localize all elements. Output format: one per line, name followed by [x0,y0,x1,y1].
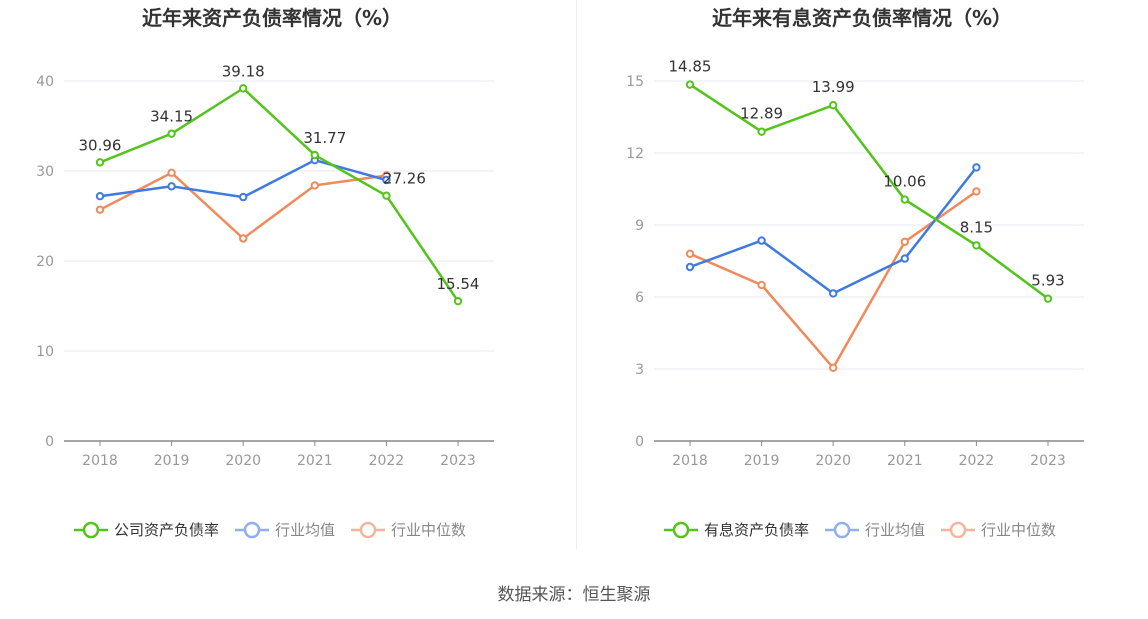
chart2-x-tick-label: 2020 [815,453,851,469]
chart1-legend-marker-company [82,521,100,539]
chart1-company-point [239,84,248,93]
chart2-y-tick-label: 6 [635,290,644,306]
chart2-median-point [757,280,766,290]
chart2-avg-point [757,236,766,245]
chart2-legend-label-median: 行业中位数 [981,521,1056,539]
chart1-avg-point [95,192,105,201]
chart2-y-tick-label: 9 [635,218,644,234]
chart2-data-label: 10.06 [883,173,926,191]
chart1-company-point [167,129,176,138]
chart1-y-tick-label: 30 [36,164,54,180]
chart1-company-point [382,191,391,200]
chart1-y-tick-label: 20 [36,254,54,270]
chart2-avg-point [900,254,909,263]
chart1-legend-label-avg: 行业均值 [275,521,335,539]
chart1-median-line [99,171,387,240]
chart1-x-tick-label: 2019 [154,453,190,469]
chart2-legend-label-company: 有息资产负债率 [704,521,809,539]
chart2-company-point [972,241,981,250]
chart2-legend-marker-company [672,521,690,539]
chart2-median-point [685,249,695,259]
chart1-data-label: 15.54 [437,275,480,293]
chart2-company-point [685,80,695,89]
chart1-median-point [310,181,319,190]
chart2-legend-label-avg: 行业均值 [865,521,925,539]
chart2-data-label: 12.89 [740,105,783,123]
chart2-median-point [972,187,981,196]
chart2-x-tick-label: 2018 [672,453,708,469]
chart2-median-point [829,363,838,372]
panel-divider [576,0,577,550]
chart1-data-label: 39.18 [222,62,265,80]
chart1-avg-line [99,158,387,199]
chart1-data-label: 27.26 [383,170,426,188]
chart2-y-tick-label: 0 [635,434,644,450]
chart2-data-label: 13.99 [812,78,855,96]
chart2-y-tick-label: 3 [635,362,644,378]
chart1-median-point [239,234,248,243]
chart1-legend-label-median: 行业中位数 [391,521,466,539]
chart2-legend-marker-median [949,521,967,539]
chart1-median-point [95,205,105,214]
chart1-legend-marker-median [359,521,377,539]
chart1-x-tick-label: 2023 [440,453,476,469]
chart2-data-label: 5.93 [1031,272,1064,290]
chart2-x-tick-label: 2019 [744,453,780,469]
chart1-x-tick-label: 2022 [369,453,405,469]
chart1-legend-marker-avg [243,521,261,539]
data-source-note: 数据来源：恒生聚源 [497,585,651,605]
chart1-company-line [99,87,460,302]
chart2-data-label: 14.85 [669,58,712,76]
chart1-data-label: 31.77 [303,129,346,147]
chart2-avg-point [972,163,981,172]
chart1-data-label: 30.96 [79,136,122,154]
chart2-x-tick-label: 2022 [959,453,995,469]
chart2-company-point [1043,294,1053,303]
chart1-y-tick-label: 0 [45,434,54,450]
chart2-data-label: 8.15 [960,218,993,236]
chart1-median-point [167,168,176,178]
chart2-avg-point [685,262,695,272]
chart2-median-point [900,237,909,247]
chart1-y-tick-label: 10 [36,344,54,360]
chart2-x-tick-label: 2021 [887,453,923,469]
chart1-y-tick-label: 40 [36,74,54,90]
chart1-title: 近年来资产负债率情况（%） [142,6,402,30]
chart1-x-tick-label: 2021 [297,453,333,469]
chart2-company-point [900,195,909,204]
chart1-x-tick-label: 2018 [82,453,118,469]
chart2-y-tick-label: 12 [626,146,644,162]
chart2-title: 近年来有息资产负债率情况（%） [712,6,1012,30]
chart2-avg-point [829,289,838,298]
chart1-x-tick-label: 2020 [225,453,261,469]
chart2-avg-line [689,166,978,295]
chart2-company-line [689,83,1049,300]
chart1-legend-label-company: 公司资产负债率 [114,521,219,539]
chart1-avg-point [167,182,176,191]
chart2-x-tick-label: 2023 [1030,453,1066,469]
chart1-avg-point [239,192,248,202]
chart1-avg-point [382,175,391,185]
chart2-legend-marker-avg [833,521,851,539]
chart1-company-point [453,296,463,306]
chart2-company-point [829,101,838,110]
chart1-data-label: 34.15 [150,108,193,126]
chart2-company-point [757,127,766,136]
chart2-y-tick-label: 15 [626,74,644,90]
chart1-company-point [95,158,105,167]
chart1-company-point [310,150,319,160]
